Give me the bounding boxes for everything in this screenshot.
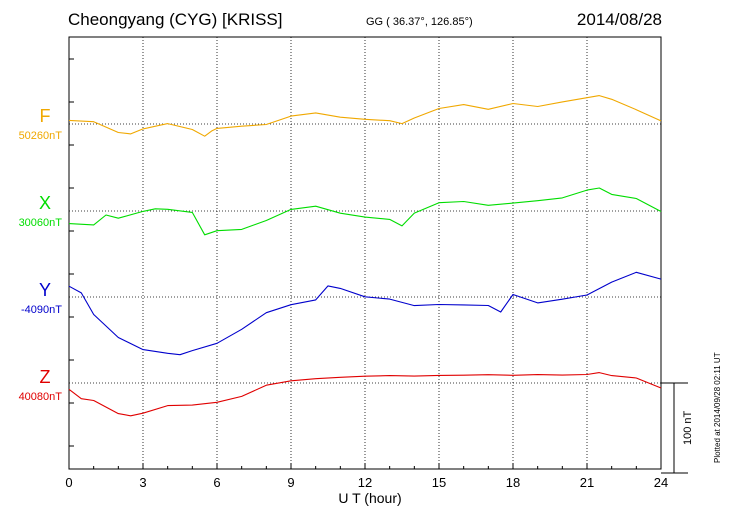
component-label-y: Y <box>38 280 51 300</box>
series-line-x <box>68 187 662 236</box>
baseline-label-x: 30060nT <box>18 217 62 229</box>
component-label-x: X <box>38 193 51 213</box>
series-line-y <box>68 271 662 356</box>
baseline-label-z: 40080nT <box>18 391 62 403</box>
geo-coordinates: GG ( 36.37°, 126.85°) <box>366 16 473 28</box>
x-tick-label: 15 <box>432 475 446 490</box>
chart-title: Cheongyang (CYG) [KRISS] <box>68 10 283 29</box>
x-axis-ticks: 0 3 6 9 12 15 18 21 24 <box>65 475 668 490</box>
grid <box>68 36 662 470</box>
component-label-z: Z <box>39 367 51 387</box>
component-label-f: F <box>39 106 51 126</box>
series-line-z <box>68 372 662 417</box>
x-tick-label: 24 <box>654 475 668 490</box>
x-tick-label: 6 <box>213 475 220 490</box>
x-tick-label: 9 <box>287 475 294 490</box>
x-tick-label: 18 <box>506 475 520 490</box>
baseline-label-f: 50260nT <box>18 130 62 142</box>
x-axis-label: U T (hour) <box>338 490 402 506</box>
x-tick-label: 21 <box>580 475 594 490</box>
baseline-label-y: -4090nT <box>21 304 62 316</box>
scale-label: 100 nT <box>682 410 694 445</box>
scale-bar <box>661 382 688 474</box>
data-traces <box>68 95 662 417</box>
x-tick-label: 3 <box>139 475 146 490</box>
x-tick-label: 12 <box>358 475 372 490</box>
x-tick-label: 0 <box>65 475 72 490</box>
plotted-timestamp: Plotted at 2014/09/28 02:11 UT <box>713 352 722 463</box>
series-line-f <box>68 95 662 137</box>
chart-date: 2014/08/28 <box>576 10 662 29</box>
